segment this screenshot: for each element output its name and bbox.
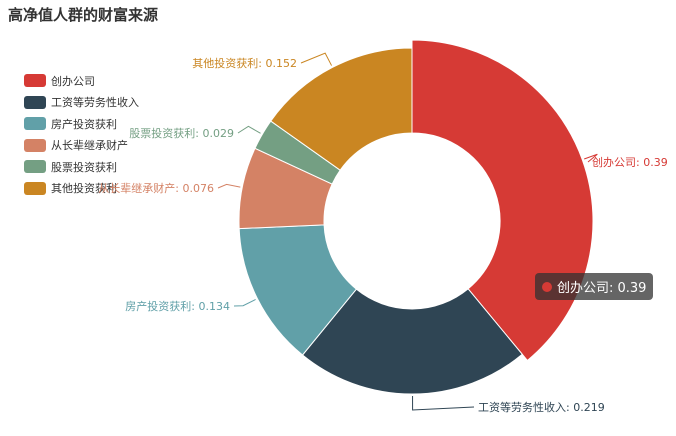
tooltip-dot-icon: [542, 281, 552, 292]
legend-label: 工资等劳务性收入: [51, 96, 139, 110]
slice-label: 创办公司: 0.39: [592, 156, 668, 169]
legend-label: 股票投资获利: [51, 160, 117, 174]
legend-label: 房产投资获利: [51, 117, 117, 131]
legend: 创办公司工资等劳务性收入 房产投资获利 从长辈继承财产 股票投资获利 其他投资获利: [24, 70, 139, 199]
slice-label: 房产投资获利: 0.134: [125, 299, 230, 313]
legend-item[interactable]: 其他投资获利: [24, 178, 139, 200]
legend-item[interactable]: 从长辈继承财产: [24, 135, 139, 157]
label-leader-line: [300, 52, 333, 66]
legend-item[interactable]: 创办公司: [24, 70, 139, 92]
label-leader-line: [584, 153, 598, 163]
chart-title: 高净值人群的财富来源: [8, 6, 159, 24]
legend-swatch: [24, 181, 46, 195]
legend-label: 创办公司: [51, 74, 95, 88]
legend-label: 从长辈继承财产: [51, 139, 128, 153]
label-leader-line: [237, 125, 261, 134]
slice-label: 其他投资获利: 0.152: [192, 56, 297, 70]
legend-item[interactable]: 房产投资获利: [24, 113, 139, 135]
legend-swatch: [24, 160, 46, 174]
tooltip: 创办公司: 0.39: [535, 273, 654, 300]
slice-label: 工资等劳务性收入: 0.219: [478, 400, 605, 414]
legend-item[interactable]: 股票投资获利: [24, 156, 139, 178]
legend-item[interactable]: 工资等劳务性收入: [24, 92, 139, 114]
slice-label: 股票投资获利: 0.029: [129, 126, 234, 140]
slice-label: 从长辈继承财产: 0.076: [98, 181, 214, 195]
donut-slice[interactable]: [270, 47, 413, 171]
legend-swatch: [24, 74, 46, 88]
legend-swatch: [24, 138, 46, 152]
legend-swatch: [24, 95, 46, 109]
label-leader-line: [217, 183, 241, 189]
tooltip-text: 创办公司: 0.39: [557, 281, 647, 296]
legend-swatch: [24, 117, 46, 131]
donut-slice[interactable]: [301, 288, 523, 395]
legend-label: 其他投资获利: [51, 182, 117, 196]
label-leader-line: [233, 299, 256, 307]
label-leader-line: [412, 395, 475, 411]
